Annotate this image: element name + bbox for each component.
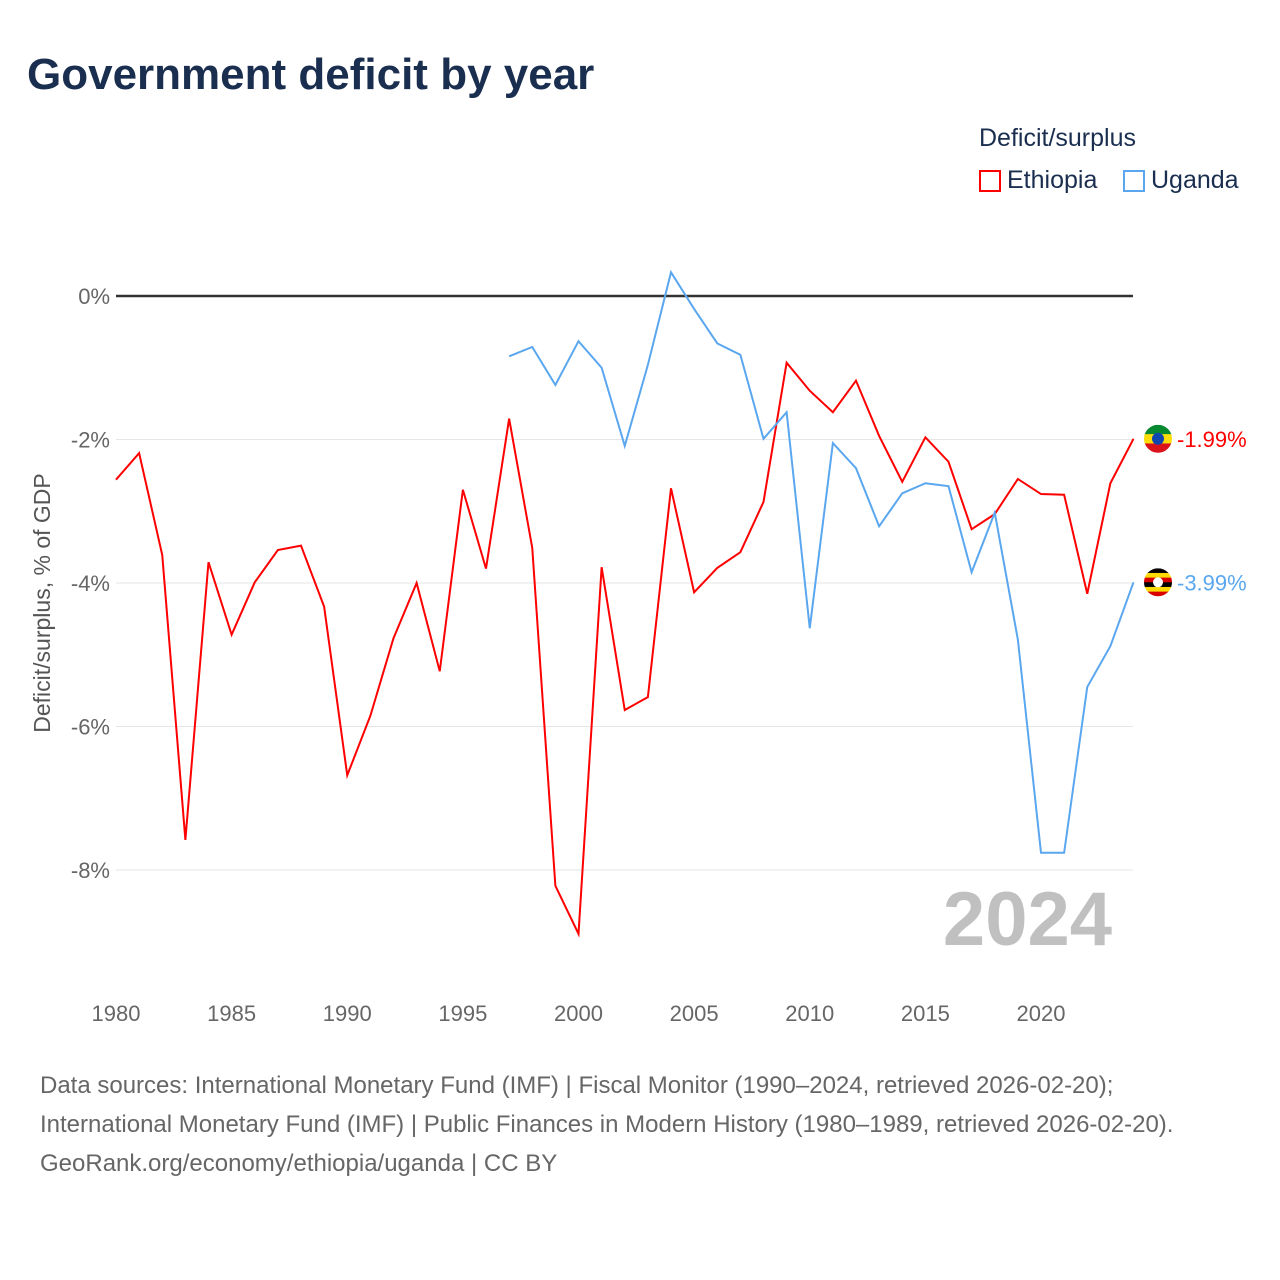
x-tick-label: 2000	[554, 1001, 603, 1026]
x-tick-label: 2010	[785, 1001, 834, 1026]
x-tick-label: 1990	[323, 1001, 372, 1026]
legend-item-uganda[interactable]: Uganda	[1123, 166, 1239, 195]
y-tick-label: -4%	[71, 571, 110, 596]
x-tick-label: 1995	[438, 1001, 487, 1026]
legend-item-ethiopia[interactable]: Ethiopia	[979, 166, 1097, 195]
y-tick-label: -6%	[71, 715, 110, 740]
flag-stripe	[1144, 443, 1172, 453]
y-tick-label: -8%	[71, 858, 110, 883]
flag-stripe	[1144, 586, 1172, 593]
x-tick-label: 2020	[1017, 1001, 1066, 1026]
flag-stripe	[1144, 572, 1172, 579]
legend-swatch	[1123, 169, 1145, 192]
footer: Data sources: International Monetary Fun…	[40, 1066, 1240, 1183]
flag-ethiopia-icon	[1144, 424, 1172, 453]
x-tick-label: 2015	[901, 1001, 950, 1026]
legend-title: Deficit/surplus	[979, 124, 1136, 152]
data-sources: Data sources: International Monetary Fun…	[40, 1072, 1174, 1138]
flag-stripe	[1144, 591, 1172, 597]
flag-emblem	[1153, 577, 1163, 588]
flag-uganda-icon	[1144, 568, 1172, 597]
year-watermark: 2024	[943, 877, 1112, 962]
flag-stripe	[1144, 424, 1172, 435]
legend-label: Ethiopia	[1007, 166, 1098, 194]
x-tick-label: 2005	[670, 1001, 719, 1026]
y-tick-label: 0%	[78, 284, 110, 309]
legend-label: Uganda	[1151, 166, 1239, 194]
flag-stripe	[1144, 568, 1172, 574]
x-tick-label: 1985	[207, 1001, 256, 1026]
series-line-ethiopia	[115, 360, 1135, 938]
end-value-label: -1.99%	[1177, 427, 1247, 452]
x-tick-label: 1980	[92, 1001, 141, 1026]
series-line-uganda	[508, 269, 1135, 854]
end-value-label: -3.99%	[1177, 570, 1247, 595]
credit-link[interactable]: GeoRank.org/economy/ethiopia/uganda | CC…	[40, 1150, 558, 1177]
y-tick-label: -2%	[71, 428, 110, 453]
legend-swatch	[979, 169, 1001, 192]
y-axis-label: Deficit/surplus, % of GDP	[29, 473, 55, 732]
chart-title: Government deficit by year	[27, 50, 595, 99]
flag-emblem	[1152, 432, 1164, 445]
